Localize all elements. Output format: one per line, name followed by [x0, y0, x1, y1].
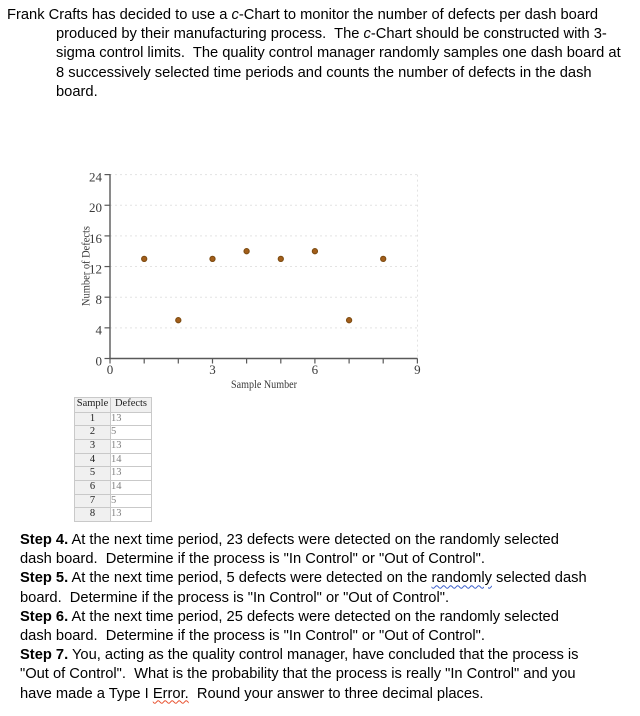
svg-text:Sample Number: Sample Number: [231, 377, 297, 391]
svg-text:20: 20: [89, 200, 102, 215]
svg-text:24: 24: [89, 170, 103, 185]
svg-text:Number of Defects: Number of Defects: [79, 226, 93, 306]
svg-text:0: 0: [96, 353, 103, 368]
svg-text:9: 9: [414, 362, 421, 377]
svg-text:3: 3: [209, 362, 216, 377]
svg-text:6: 6: [312, 362, 319, 377]
svg-text:0: 0: [107, 362, 114, 377]
svg-text:16: 16: [89, 231, 103, 246]
svg-text:12: 12: [89, 262, 102, 277]
svg-text:8: 8: [96, 292, 103, 307]
svg-text:4: 4: [96, 323, 103, 338]
